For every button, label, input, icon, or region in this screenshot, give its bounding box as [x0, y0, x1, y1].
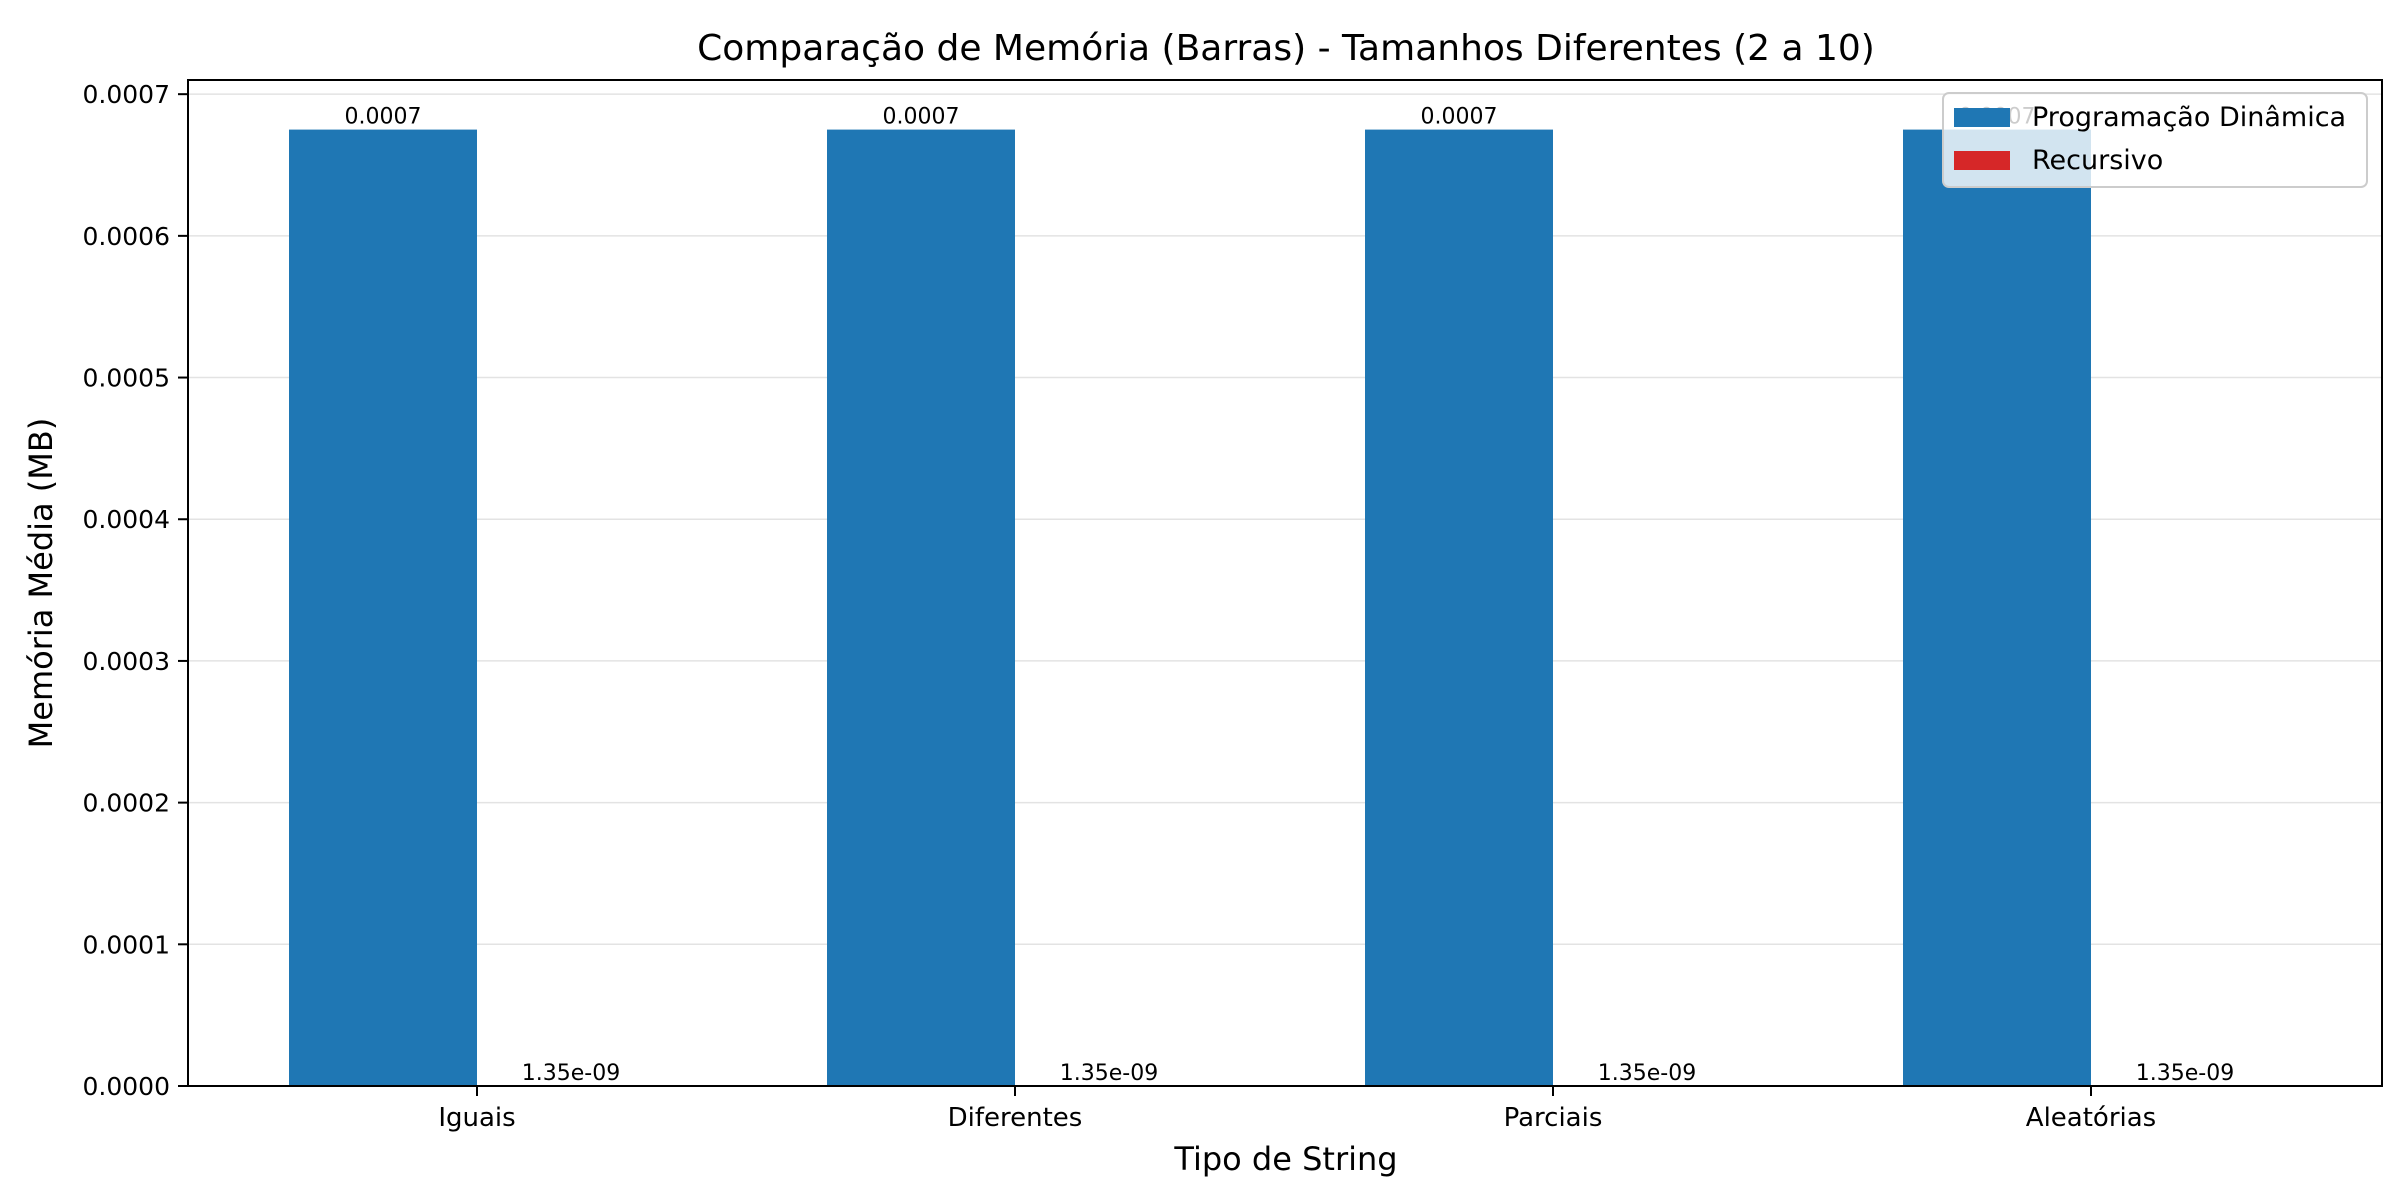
data-label-recursivo: 1.35e-09	[2136, 1061, 2234, 1086]
bar-dp	[1903, 130, 2091, 1086]
data-label-recursivo: 1.35e-09	[1598, 1061, 1696, 1086]
data-label-recursivo: 1.35e-09	[522, 1061, 620, 1086]
bar-dp	[1365, 130, 1553, 1086]
legend: Programação Dinâmica Recursivo	[1943, 93, 2367, 187]
data-label-dp: 0.0007	[345, 105, 422, 130]
y-axis-label: Memória Média (MB)	[22, 418, 60, 749]
y-tick-label: 0.0001	[83, 930, 170, 959]
y-tick-label: 0.0004	[83, 505, 170, 534]
legend-label-recursivo: Recursivo	[2032, 145, 2163, 176]
x-tick-label: Diferentes	[948, 1103, 1083, 1133]
legend-swatch-dp	[1954, 108, 2010, 127]
chart-title: Comparação de Memória (Barras) - Tamanho…	[697, 28, 1875, 69]
data-label-dp: 0.0007	[883, 105, 960, 130]
y-tick-label: 0.0005	[83, 364, 170, 393]
y-tick-label: 0.0002	[83, 789, 170, 818]
x-tick-label: Iguais	[438, 1103, 515, 1133]
data-label-dp: 0.0007	[1421, 105, 1498, 130]
bar-dp	[289, 130, 477, 1086]
y-tick-label: 0.0007	[83, 80, 170, 109]
x-tick-label: Parciais	[1504, 1103, 1603, 1133]
data-label-recursivo: 1.35e-09	[1060, 1061, 1158, 1086]
y-tick-label: 0.0000	[83, 1072, 170, 1101]
legend-label-dp: Programação Dinâmica	[2032, 102, 2346, 133]
y-tick-label: 0.0003	[83, 647, 170, 676]
x-tick-label: Aleatórias	[2026, 1103, 2156, 1133]
bar-dp	[827, 130, 1015, 1086]
x-axis-label: Tipo de String	[1173, 1140, 1397, 1178]
legend-swatch-recursivo	[1954, 151, 2010, 170]
y-tick-label: 0.0006	[83, 222, 170, 251]
